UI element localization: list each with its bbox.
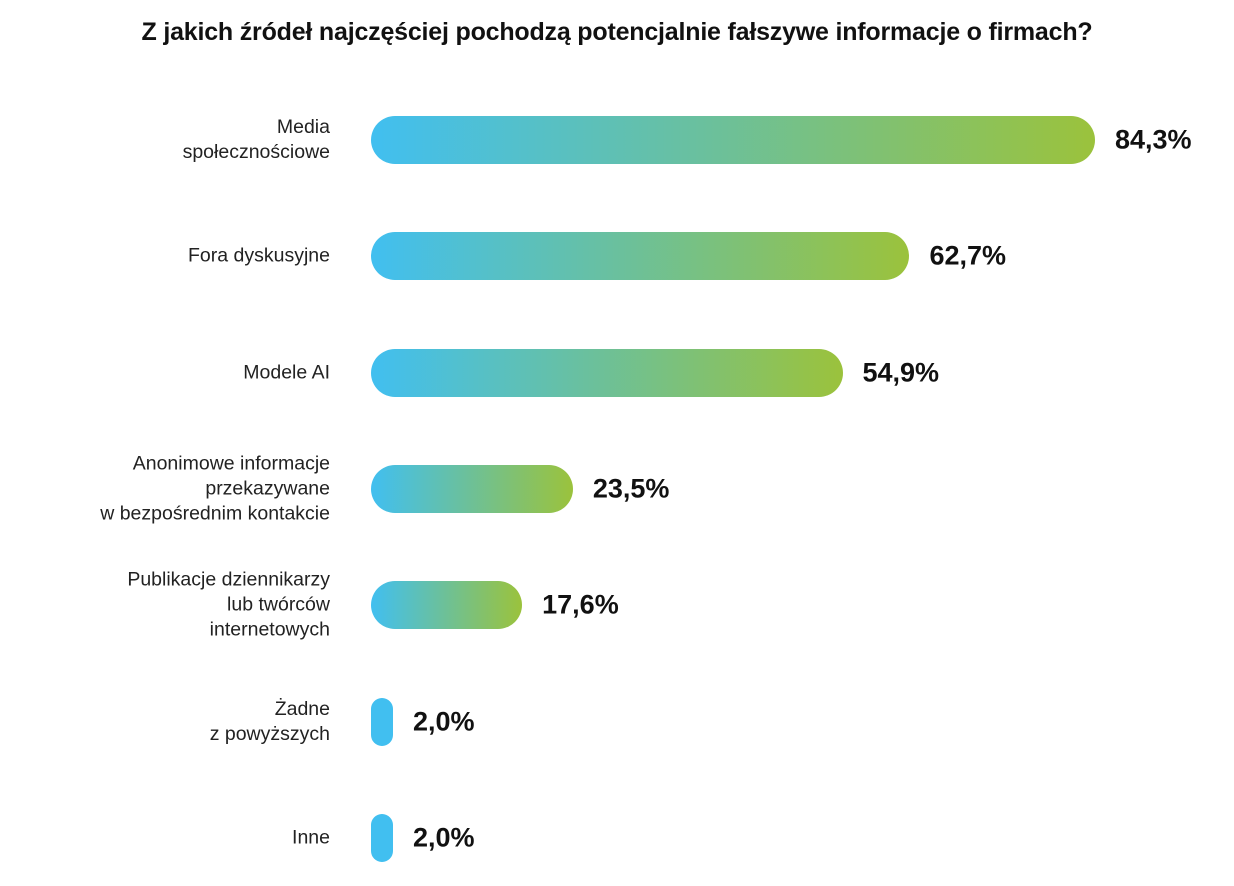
- value-label: 17,6%: [542, 589, 619, 620]
- bar: [371, 116, 1095, 164]
- category-label: Fora dyskusyjne: [188, 244, 330, 267]
- value-label: 62,7%: [929, 240, 1007, 271]
- bar-row: Anonimowe informacje przekazywane w bezp…: [0, 452, 1234, 524]
- bar-row: Fora dyskusyjne 62,7%: [0, 232, 1234, 281]
- bar: [371, 232, 910, 281]
- bar-row: Modele AI 54,9%: [0, 348, 1234, 397]
- bar: [371, 697, 393, 746]
- bar-row: Inne 2,0%: [0, 813, 1234, 862]
- bar-row: Media społecznościowe 84,3%: [0, 116, 1234, 164]
- chart-title: Z jakich źródeł najczęściej pochodzą pot…: [141, 18, 1093, 46]
- category-label: Modele AI: [243, 361, 330, 384]
- category-label: Anonimowe informacje przekazywane w bezp…: [100, 452, 330, 525]
- bar: [371, 813, 393, 862]
- bar: [371, 581, 523, 630]
- bar-row: Publikacje dziennikarzy lub twórców inte…: [0, 569, 1234, 641]
- bar: [371, 464, 573, 513]
- value-label: 84,3%: [1115, 124, 1192, 155]
- value-label: 2,0%: [413, 706, 475, 736]
- value-label: 2,0%: [413, 822, 475, 853]
- category-label: Publikacje dziennikarzy lub twórców inte…: [127, 568, 330, 641]
- bar-row: Żadne z powyższych 2,0%: [0, 697, 1234, 746]
- category-label: Inne: [292, 826, 330, 849]
- value-label: 54,9%: [862, 357, 940, 388]
- category-label: Żadne z powyższych: [209, 697, 330, 745]
- value-label: 23,5%: [592, 473, 670, 504]
- bar: [371, 348, 843, 397]
- category-label: Media społecznościowe: [182, 116, 330, 163]
